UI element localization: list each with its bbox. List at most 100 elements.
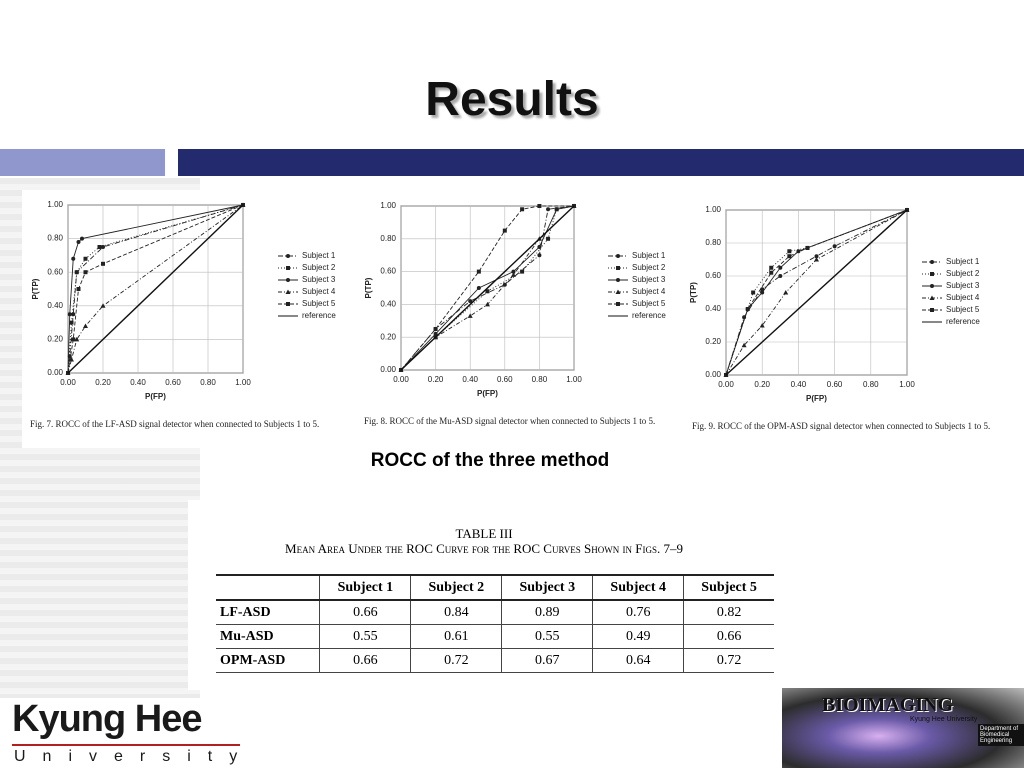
figure-caption: Fig. 9. ROCC of the OPM-ASD signal detec…	[692, 421, 991, 431]
table-title: Mean Area Under the ROC Curve for the RO…	[285, 541, 683, 556]
point	[476, 286, 481, 290]
column-header: Subject 1	[319, 575, 411, 600]
point	[510, 272, 516, 277]
figure-caption: Fig. 7. ROCC of the LF-ASD signal detect…	[30, 419, 320, 429]
table-row: OPM-ASD 0.66 0.72 0.67 0.64 0.72	[216, 648, 774, 673]
x-tick-label: 0.40	[791, 380, 807, 389]
x-tick-label: 1.00	[235, 378, 251, 387]
point	[71, 256, 76, 261]
legend-label: Subject 5	[946, 305, 980, 314]
legend-label: reference	[632, 311, 666, 320]
slide-title: Results	[425, 73, 599, 126]
point	[554, 207, 559, 212]
y-tick-label: 0.80	[705, 238, 721, 247]
legend-label: Subject 1	[302, 251, 336, 260]
point	[101, 261, 105, 266]
point	[468, 299, 473, 304]
series-line	[725, 209, 908, 376]
series-line	[67, 204, 244, 374]
point	[433, 327, 438, 331]
x-tick-label: 0.60	[497, 375, 513, 384]
y-tick-label: 1.00	[47, 200, 63, 209]
table-cell: 0.67	[501, 648, 593, 673]
point	[467, 313, 473, 318]
y-tick-label: 0.20	[47, 335, 63, 344]
point	[97, 245, 102, 249]
logo: BIOIMAGING Kyung Hee University Departme…	[782, 688, 1024, 768]
university-subtitle: University	[14, 748, 255, 765]
point	[769, 270, 774, 275]
table-panel: TABLE III Mean Area Under the ROC Curve …	[188, 500, 780, 690]
figure-caption: Fig. 8. ROCC of the Mu-ASD signal detect…	[364, 416, 656, 426]
legend-marker	[286, 278, 290, 282]
header-bar	[0, 149, 165, 176]
x-tick-label: 0.20	[95, 378, 111, 387]
point	[74, 270, 79, 275]
point	[476, 269, 481, 274]
y-tick-label: 0.00	[705, 370, 721, 379]
table-row: LF-ASD 0.66 0.84 0.89 0.76 0.82	[216, 600, 774, 625]
series-line	[725, 209, 908, 376]
point	[71, 337, 76, 342]
point	[69, 320, 74, 325]
series-line	[725, 209, 908, 376]
table-cell: 0.72	[410, 648, 502, 673]
x-tick-label: 0.80	[200, 378, 216, 387]
table-cell: 0.66	[319, 600, 411, 625]
point	[805, 245, 810, 250]
legend-marker	[286, 266, 290, 270]
x-axis-label: P(FP)	[477, 389, 498, 398]
column-header: Subject 2	[410, 575, 502, 600]
row-header: Mu-ASD	[220, 628, 274, 644]
point	[787, 254, 792, 259]
point	[485, 289, 490, 294]
y-axis-label: P(TP)	[364, 277, 373, 298]
table-label: TABLE III	[455, 526, 513, 541]
legend-label: Subject 3	[946, 281, 980, 290]
legend-marker	[616, 254, 620, 258]
column-header: Subject 3	[501, 575, 593, 600]
figure-panel	[22, 190, 350, 448]
x-tick-label: 0.60	[827, 380, 843, 389]
legend-marker	[930, 308, 934, 312]
series-line	[67, 204, 244, 374]
legend-marker	[929, 295, 935, 300]
x-tick-label: 0.00	[393, 375, 409, 384]
table-cell: 0.49	[592, 624, 684, 649]
y-tick-label: 0.40	[47, 301, 63, 310]
x-tick-label: 0.60	[165, 378, 181, 387]
point	[546, 236, 551, 241]
legend-label: Subject 2	[302, 263, 336, 272]
y-tick-label: 0.60	[47, 267, 63, 276]
legend-marker	[615, 289, 621, 294]
point	[537, 204, 542, 208]
y-tick-label: 0.00	[47, 368, 63, 377]
point	[83, 323, 88, 328]
row-header: LF-ASD	[220, 604, 271, 620]
y-tick-label: 0.60	[705, 271, 721, 280]
point	[537, 245, 542, 249]
point	[751, 290, 756, 295]
point	[769, 265, 774, 270]
series-line	[67, 204, 244, 374]
legend-label: Subject 1	[632, 251, 666, 260]
y-axis-label: P(TP)	[31, 278, 40, 299]
point	[74, 336, 80, 342]
point	[745, 307, 750, 311]
legend-label: Subject 5	[302, 299, 336, 308]
series-line	[67, 204, 244, 374]
legend-label: Subject 5	[632, 299, 666, 308]
x-tick-label: 1.00	[566, 375, 582, 384]
x-axis-label: P(FP)	[145, 392, 166, 401]
x-tick-label: 0.80	[532, 375, 548, 384]
corner-cell	[216, 575, 320, 600]
legend-marker	[616, 302, 620, 306]
caption: ROCC of the three method	[370, 450, 610, 471]
x-tick-label: 0.20	[754, 380, 770, 389]
table-row: Mu-ASD 0.55 0.61 0.55 0.49 0.66	[216, 624, 774, 649]
legend-label: Subject 4	[632, 287, 666, 296]
point	[814, 257, 819, 262]
table-cell: 0.64	[592, 648, 684, 673]
